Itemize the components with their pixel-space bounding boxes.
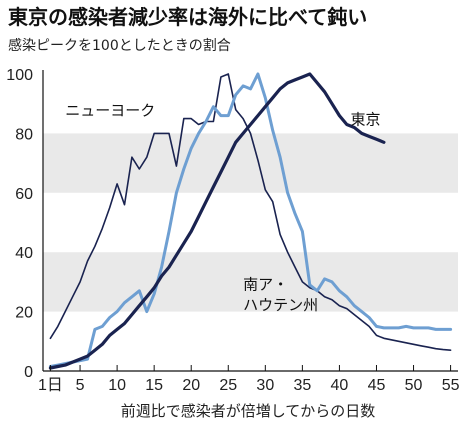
y-tick-label: 100 <box>6 67 33 84</box>
y-tick-label: 60 <box>15 186 33 203</box>
x-tick-label: 10 <box>108 377 126 394</box>
background-band <box>43 133 458 193</box>
series-label: 東京 <box>351 110 381 128</box>
x-tick-label: 25 <box>219 377 237 394</box>
chart-title: 東京の感染者減少率は海外に比べて鈍い <box>8 5 367 29</box>
series-line <box>48 72 453 368</box>
series-lines <box>48 72 453 370</box>
y-tick-label: 80 <box>15 126 33 143</box>
x-tick-label: 1日 <box>38 377 63 394</box>
background-band <box>43 252 458 312</box>
x-axis-title: 前週比で感染者が倍増してからの日数 <box>121 402 376 420</box>
y-tick-label: 40 <box>15 245 33 262</box>
series-line <box>49 73 452 351</box>
x-tick-label: 30 <box>256 377 274 394</box>
series-label: ハウテン州 <box>243 296 318 314</box>
y-axis-ticks: 0 20 40 60 80 100 <box>6 67 33 381</box>
x-tick-label: 50 <box>405 377 423 394</box>
x-tick-label: 35 <box>293 377 311 394</box>
background-bands <box>43 133 458 312</box>
series-label: ニューヨーク <box>65 102 155 120</box>
series-label: 南ア・ <box>243 275 288 293</box>
x-tick-label: 15 <box>145 377 163 394</box>
series-line <box>48 72 386 370</box>
y-tick-label: 20 <box>15 305 33 322</box>
y-tick-label: 0 <box>24 364 33 381</box>
x-tick-label: 20 <box>182 377 200 394</box>
axes <box>42 70 458 372</box>
x-tick-label: 45 <box>368 377 386 394</box>
x-axis-ticks: 1日 5 10 15 20 25 30 35 40 45 50 55 <box>38 365 460 394</box>
x-tick-label: 5 <box>76 377 85 394</box>
x-tick-label: 40 <box>331 377 349 394</box>
x-tick-label: 55 <box>442 377 460 394</box>
chart-subtitle: 感染ピークを100としたときの割合 <box>8 37 231 54</box>
